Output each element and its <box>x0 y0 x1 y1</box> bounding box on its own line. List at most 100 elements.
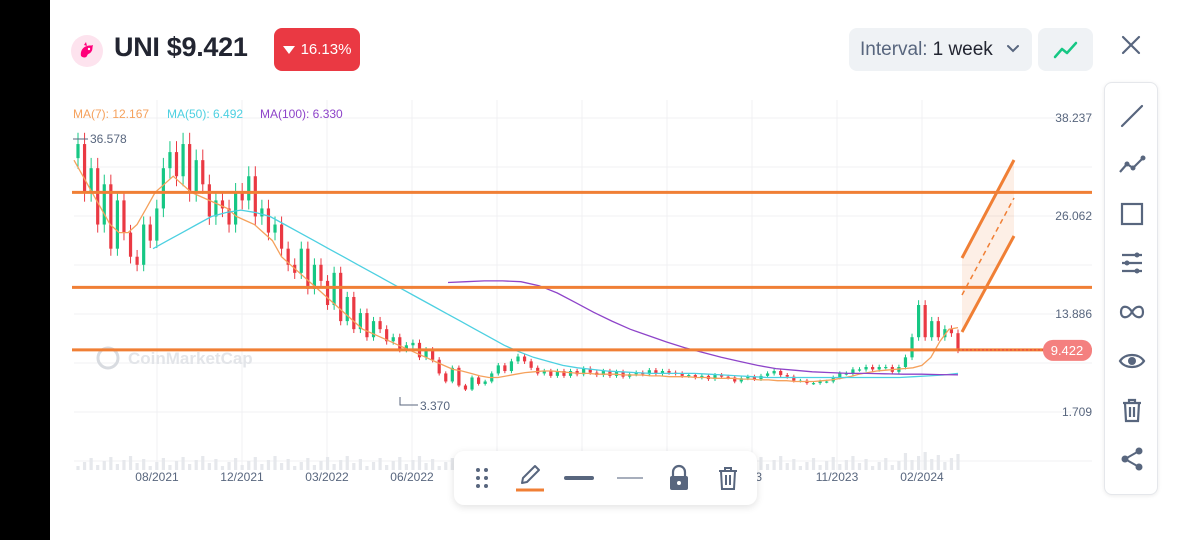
candle-body <box>266 208 271 233</box>
volume-bar <box>818 465 822 470</box>
candle-body <box>713 375 717 380</box>
horizontal-lines-icon <box>1122 252 1142 274</box>
lock-button[interactable] <box>663 463 695 493</box>
volume-bar <box>897 461 901 470</box>
candle-body <box>838 373 842 378</box>
down-triangle-icon <box>282 45 295 54</box>
pencil-icon <box>516 465 544 492</box>
drag-handle[interactable] <box>466 463 498 493</box>
line-style-tool[interactable] <box>614 463 646 493</box>
volume-bar <box>286 459 290 470</box>
candle-body <box>214 200 218 217</box>
price-change-value: 16.13% <box>300 41 352 58</box>
volume-bar <box>293 466 297 470</box>
candle-body <box>647 370 651 375</box>
candle-body <box>739 378 743 382</box>
volume-bar <box>949 458 954 470</box>
volume-bar <box>857 463 862 470</box>
drawing-edit-toolbar <box>454 451 757 505</box>
candle-body <box>529 361 533 368</box>
header: UNI $9.421 16.13% Interval: 1 week <box>50 0 1200 100</box>
delete-drawing-button[interactable] <box>712 463 744 493</box>
volume-bar <box>174 461 179 470</box>
close-button[interactable] <box>1118 32 1144 58</box>
volume-bar <box>76 466 80 470</box>
volume-bar <box>227 462 231 470</box>
volume-bar <box>936 455 940 470</box>
delete-all-tool[interactable] <box>1117 395 1147 425</box>
volume-bar <box>161 458 165 470</box>
candle-body <box>155 208 159 241</box>
candle-body <box>457 367 461 386</box>
candle-body <box>89 168 93 193</box>
volume-bar <box>220 466 225 470</box>
candle-body <box>746 376 750 379</box>
chart-type-button[interactable] <box>1038 28 1093 71</box>
interval-select[interactable]: Interval: 1 week <box>849 28 1032 71</box>
x-axis-label: 08/2021 <box>135 470 179 484</box>
volume-bar <box>424 463 428 470</box>
share-tool[interactable] <box>1117 444 1147 474</box>
volume-bar <box>772 460 776 470</box>
channel-upper-line <box>960 159 1016 259</box>
volume-bar <box>864 459 868 470</box>
high-annotation: 36.578 <box>90 132 127 146</box>
rectangle-icon <box>1120 202 1144 226</box>
candle-body <box>352 296 356 330</box>
x-axis-label: 06/2022 <box>390 470 434 484</box>
candle-body <box>608 371 612 376</box>
volume-bar <box>142 459 146 470</box>
candle-body <box>844 373 848 375</box>
trend-line-tool[interactable] <box>1117 101 1147 131</box>
eye-icon <box>1118 353 1146 369</box>
volume-bar <box>851 456 855 470</box>
legend: MA(7): 12.167 MA(50): 6.492 MA(100): 6.330 <box>73 107 343 121</box>
volume-bar <box>89 458 93 470</box>
volume-bar <box>877 462 881 470</box>
candle-body <box>877 367 881 370</box>
uniswap-logo-icon <box>71 35 103 67</box>
volume-bar <box>188 464 192 470</box>
candle-body <box>385 329 389 342</box>
link-tool[interactable] <box>1117 297 1147 327</box>
volume-bar <box>404 464 408 470</box>
legend-item: MA(7): 12.167 <box>73 107 149 121</box>
price-chart[interactable]: CoinMarketCap 38.237 26.062 13.886 1.709 9.4… <box>50 0 1200 540</box>
volume-bar <box>930 459 934 470</box>
candle-body <box>562 371 566 376</box>
fib-tool[interactable] <box>1117 248 1147 278</box>
candle-body <box>923 305 927 338</box>
volume-bar <box>266 460 271 470</box>
line-width-tool[interactable] <box>563 463 595 493</box>
volume-bar <box>345 456 349 470</box>
volume-bar <box>825 461 829 470</box>
volume-bar <box>332 464 336 470</box>
rectangle-tool[interactable] <box>1117 199 1147 229</box>
volume-bar <box>871 466 875 470</box>
low-marker <box>399 397 418 406</box>
candle-body <box>142 224 146 265</box>
volume-bar <box>903 453 908 470</box>
volume-bar <box>371 462 376 470</box>
candle-body <box>470 377 474 390</box>
path-tool[interactable] <box>1117 150 1147 180</box>
volume-bar <box>312 465 317 470</box>
volume-bar <box>122 460 126 470</box>
candle-body <box>667 371 671 373</box>
volume-bar <box>411 460 415 470</box>
polyline-icon <box>1119 155 1146 173</box>
candle-body <box>411 342 415 346</box>
volume-bar <box>831 457 835 470</box>
candle-body <box>811 383 816 385</box>
candle-body <box>148 224 152 241</box>
candle-body <box>365 313 369 338</box>
candle-body <box>319 264 323 281</box>
volume-bar <box>279 463 284 470</box>
legend-item: MA(50): 6.492 <box>167 107 243 121</box>
volume-bar <box>417 456 422 470</box>
ma7-line <box>73 159 959 383</box>
color-tool[interactable] <box>514 463 546 493</box>
volume-bar <box>792 459 796 470</box>
volume-bar <box>207 463 211 470</box>
visibility-toggle[interactable] <box>1117 346 1147 376</box>
